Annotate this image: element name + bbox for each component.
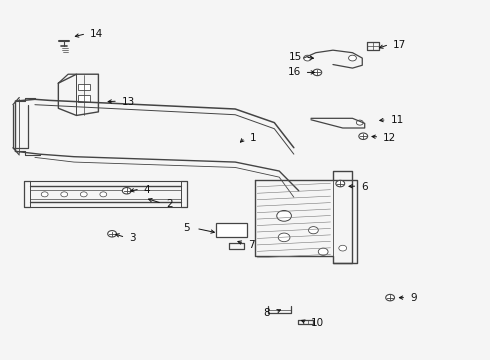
Bar — [78, 95, 90, 102]
Text: 11: 11 — [391, 116, 404, 126]
Text: 13: 13 — [122, 97, 135, 107]
Text: 15: 15 — [289, 52, 302, 62]
Circle shape — [108, 230, 117, 237]
Circle shape — [41, 192, 48, 197]
Circle shape — [80, 192, 87, 197]
Text: 1: 1 — [250, 133, 256, 143]
Text: 12: 12 — [383, 133, 396, 143]
Circle shape — [122, 188, 131, 194]
Text: 10: 10 — [311, 319, 324, 328]
Bar — [78, 84, 90, 90]
Circle shape — [100, 192, 107, 197]
Text: 6: 6 — [361, 182, 368, 192]
Circle shape — [386, 294, 394, 301]
Circle shape — [313, 69, 322, 76]
Circle shape — [318, 248, 328, 255]
Circle shape — [356, 120, 363, 125]
Text: 16: 16 — [288, 67, 301, 77]
Circle shape — [277, 211, 292, 221]
Text: 9: 9 — [410, 293, 417, 303]
Circle shape — [348, 55, 356, 61]
Circle shape — [359, 133, 368, 139]
Circle shape — [336, 180, 344, 187]
Text: 7: 7 — [248, 239, 255, 249]
Text: 3: 3 — [129, 233, 136, 243]
Circle shape — [278, 233, 290, 242]
Text: 14: 14 — [90, 30, 103, 39]
Text: 2: 2 — [166, 199, 172, 210]
Circle shape — [304, 55, 312, 61]
Circle shape — [339, 245, 346, 251]
Text: 5: 5 — [183, 224, 190, 233]
Text: 17: 17 — [393, 40, 406, 50]
Text: 4: 4 — [144, 185, 150, 195]
Bar — [216, 223, 247, 237]
Circle shape — [309, 226, 318, 234]
Circle shape — [61, 192, 68, 197]
Text: 8: 8 — [264, 308, 270, 318]
